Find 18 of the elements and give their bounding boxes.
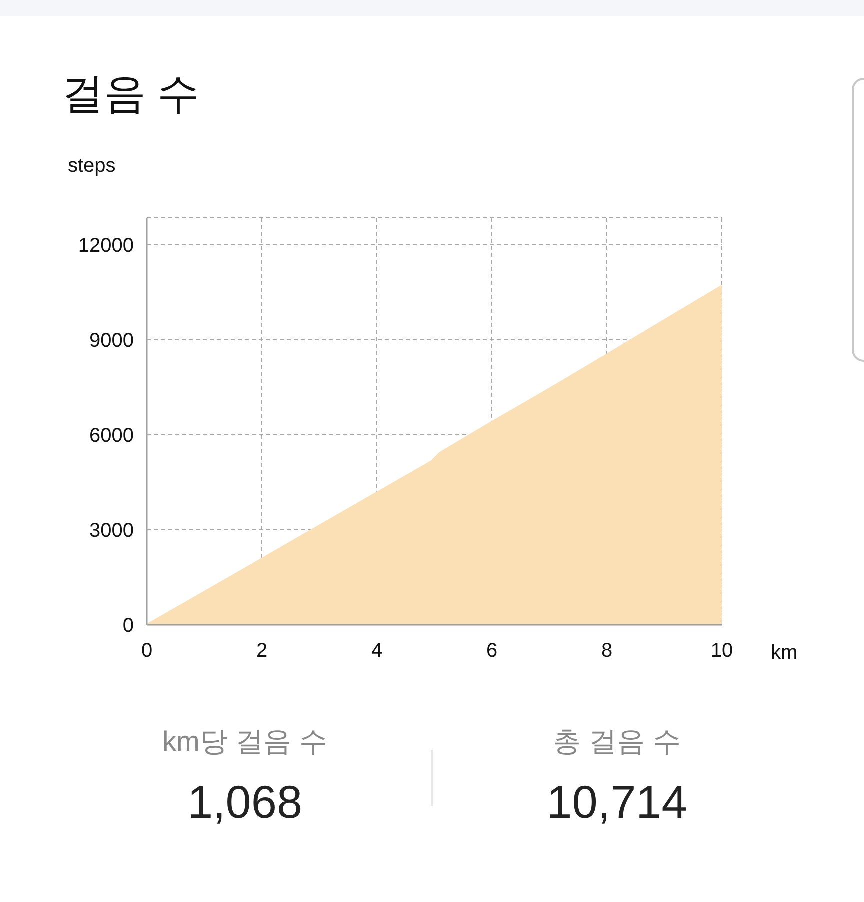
- x-tick-label: 10: [710, 640, 734, 662]
- x-tick-label: 6: [486, 640, 498, 662]
- text: 10,714: [546, 775, 688, 830]
- y-axis-title: steps: [68, 154, 116, 179]
- x-tick-label: 2: [256, 640, 268, 662]
- x-tick-label: 4: [371, 640, 383, 662]
- x-tick-label: 8: [601, 640, 613, 662]
- chart-title: 걸음 수: [62, 69, 200, 119]
- y-tick-label: 9000: [90, 330, 134, 352]
- text: 1,068: [186, 775, 304, 830]
- x-tick-label: 0: [141, 640, 153, 662]
- y-tick-label: 12000: [78, 235, 134, 258]
- y-tick-label: 3000: [90, 520, 134, 542]
- text: km당 걸음 수: [162, 725, 328, 759]
- y-tick-label: 0: [122, 615, 134, 638]
- x-axis-title: km: [771, 641, 798, 666]
- text: 총 걸음 수: [552, 725, 682, 759]
- y-tick-label: 6000: [90, 425, 134, 448]
